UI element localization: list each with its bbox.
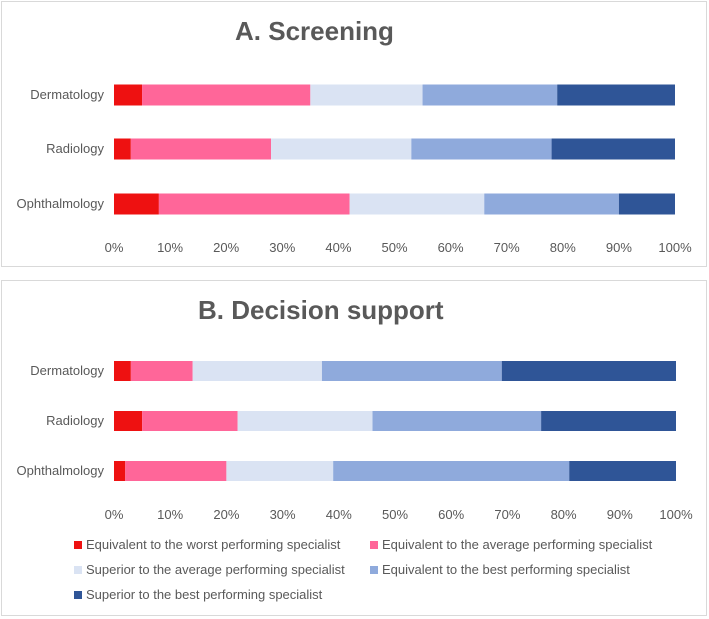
bar-segment [551,138,675,160]
category-label: Dermatology [30,87,104,102]
x-tick-label: 70% [494,240,520,255]
bar-segment [310,84,423,106]
x-tick-label: 90% [606,240,632,255]
bar-segment [114,411,143,431]
legend-label: Equivalent to the best performing specia… [382,562,630,577]
x-tick-label: 30% [270,507,296,522]
category-label: Dermatology [30,363,104,378]
x-tick-label: 50% [381,240,407,255]
bar-segment [501,361,676,381]
x-tick-label: 60% [438,507,464,522]
legend-swatch [74,540,82,549]
chart-panel-screening: A. Screening Dermatology Radiology Ophthal… [1,1,707,267]
category-label: Ophthalmology [17,463,105,478]
legend-swatch [370,540,378,549]
legend-item: Equivalent to the average performing spe… [370,537,652,552]
bar-segment [130,361,193,381]
chart-title: B. Decision support [198,295,444,325]
legend-item: Superior to the average performing speci… [74,562,345,577]
bar-segment [114,361,131,381]
bar-segment [114,461,126,481]
bar-segment [569,461,676,481]
bar-segment [321,361,502,381]
bar-segment [333,461,570,481]
category-label: Radiology [46,413,104,428]
chart-title: A. Screening [235,16,394,46]
x-tick-label: 80% [551,507,577,522]
bar-segment [158,193,350,215]
bar-segment [411,138,552,160]
bar-segment [114,84,143,106]
bar-segment [192,361,322,381]
x-tick-label: 100% [659,507,693,522]
legend-item: Equivalent to the best performing specia… [370,562,630,577]
x-tick-label: 70% [494,507,520,522]
legend-label: Equivalent to the worst performing speci… [86,537,341,552]
x-tick-label: 90% [607,507,633,522]
x-tick-label: 20% [213,240,239,255]
bar-segment [484,193,619,215]
bar-segment [271,138,412,160]
x-tick-label: 30% [269,240,295,255]
bar-segment [125,461,227,481]
x-tick-label: 60% [438,240,464,255]
bar-segment [142,411,238,431]
bar-segment [557,84,675,106]
x-tick-label: 100% [658,240,692,255]
x-tick-label: 50% [382,507,408,522]
legend-swatch [74,565,82,574]
bar-segment [618,193,675,215]
bar-segment [372,411,542,431]
bar-segment [422,84,558,106]
chart-plot-decision-support: Dermatology Radiology Ophthalmology 0% 10% 20… [17,361,693,522]
bar-segment [541,411,676,431]
bar-segment [142,84,311,106]
legend-label: Superior to the best performing speciali… [86,587,323,602]
x-tick-label: 20% [213,507,239,522]
bar-segment [349,193,485,215]
category-label: Radiology [46,141,104,156]
bar-segment [114,193,159,215]
category-label: Ophthalmology [17,196,105,211]
x-tick-label: 80% [550,240,576,255]
legend-swatch [370,565,378,574]
bar-segment [130,138,272,160]
x-tick-label: 10% [157,240,183,255]
bar-segment [114,138,131,160]
x-tick-label: 40% [325,240,351,255]
bar-segment [226,461,334,481]
x-tick-label: 0% [105,507,124,522]
legend-item: Superior to the best performing speciali… [74,587,322,602]
legend-label: Equivalent to the average performing spe… [382,537,653,552]
chart-panel-decision-support: B. Decision support Dermatology Radiology… [1,280,707,616]
x-tick-label: 10% [157,507,183,522]
legend-label: Superior to the average performing speci… [86,562,345,577]
bar-segment [237,411,373,431]
legend-item: Equivalent to the worst performing speci… [74,537,340,552]
chart-plot-screening: Dermatology Radiology Ophthalmology 0% 10% 20… [17,84,692,255]
x-tick-label: 0% [105,240,124,255]
legend-swatch [74,590,82,599]
x-tick-label: 40% [326,507,352,522]
